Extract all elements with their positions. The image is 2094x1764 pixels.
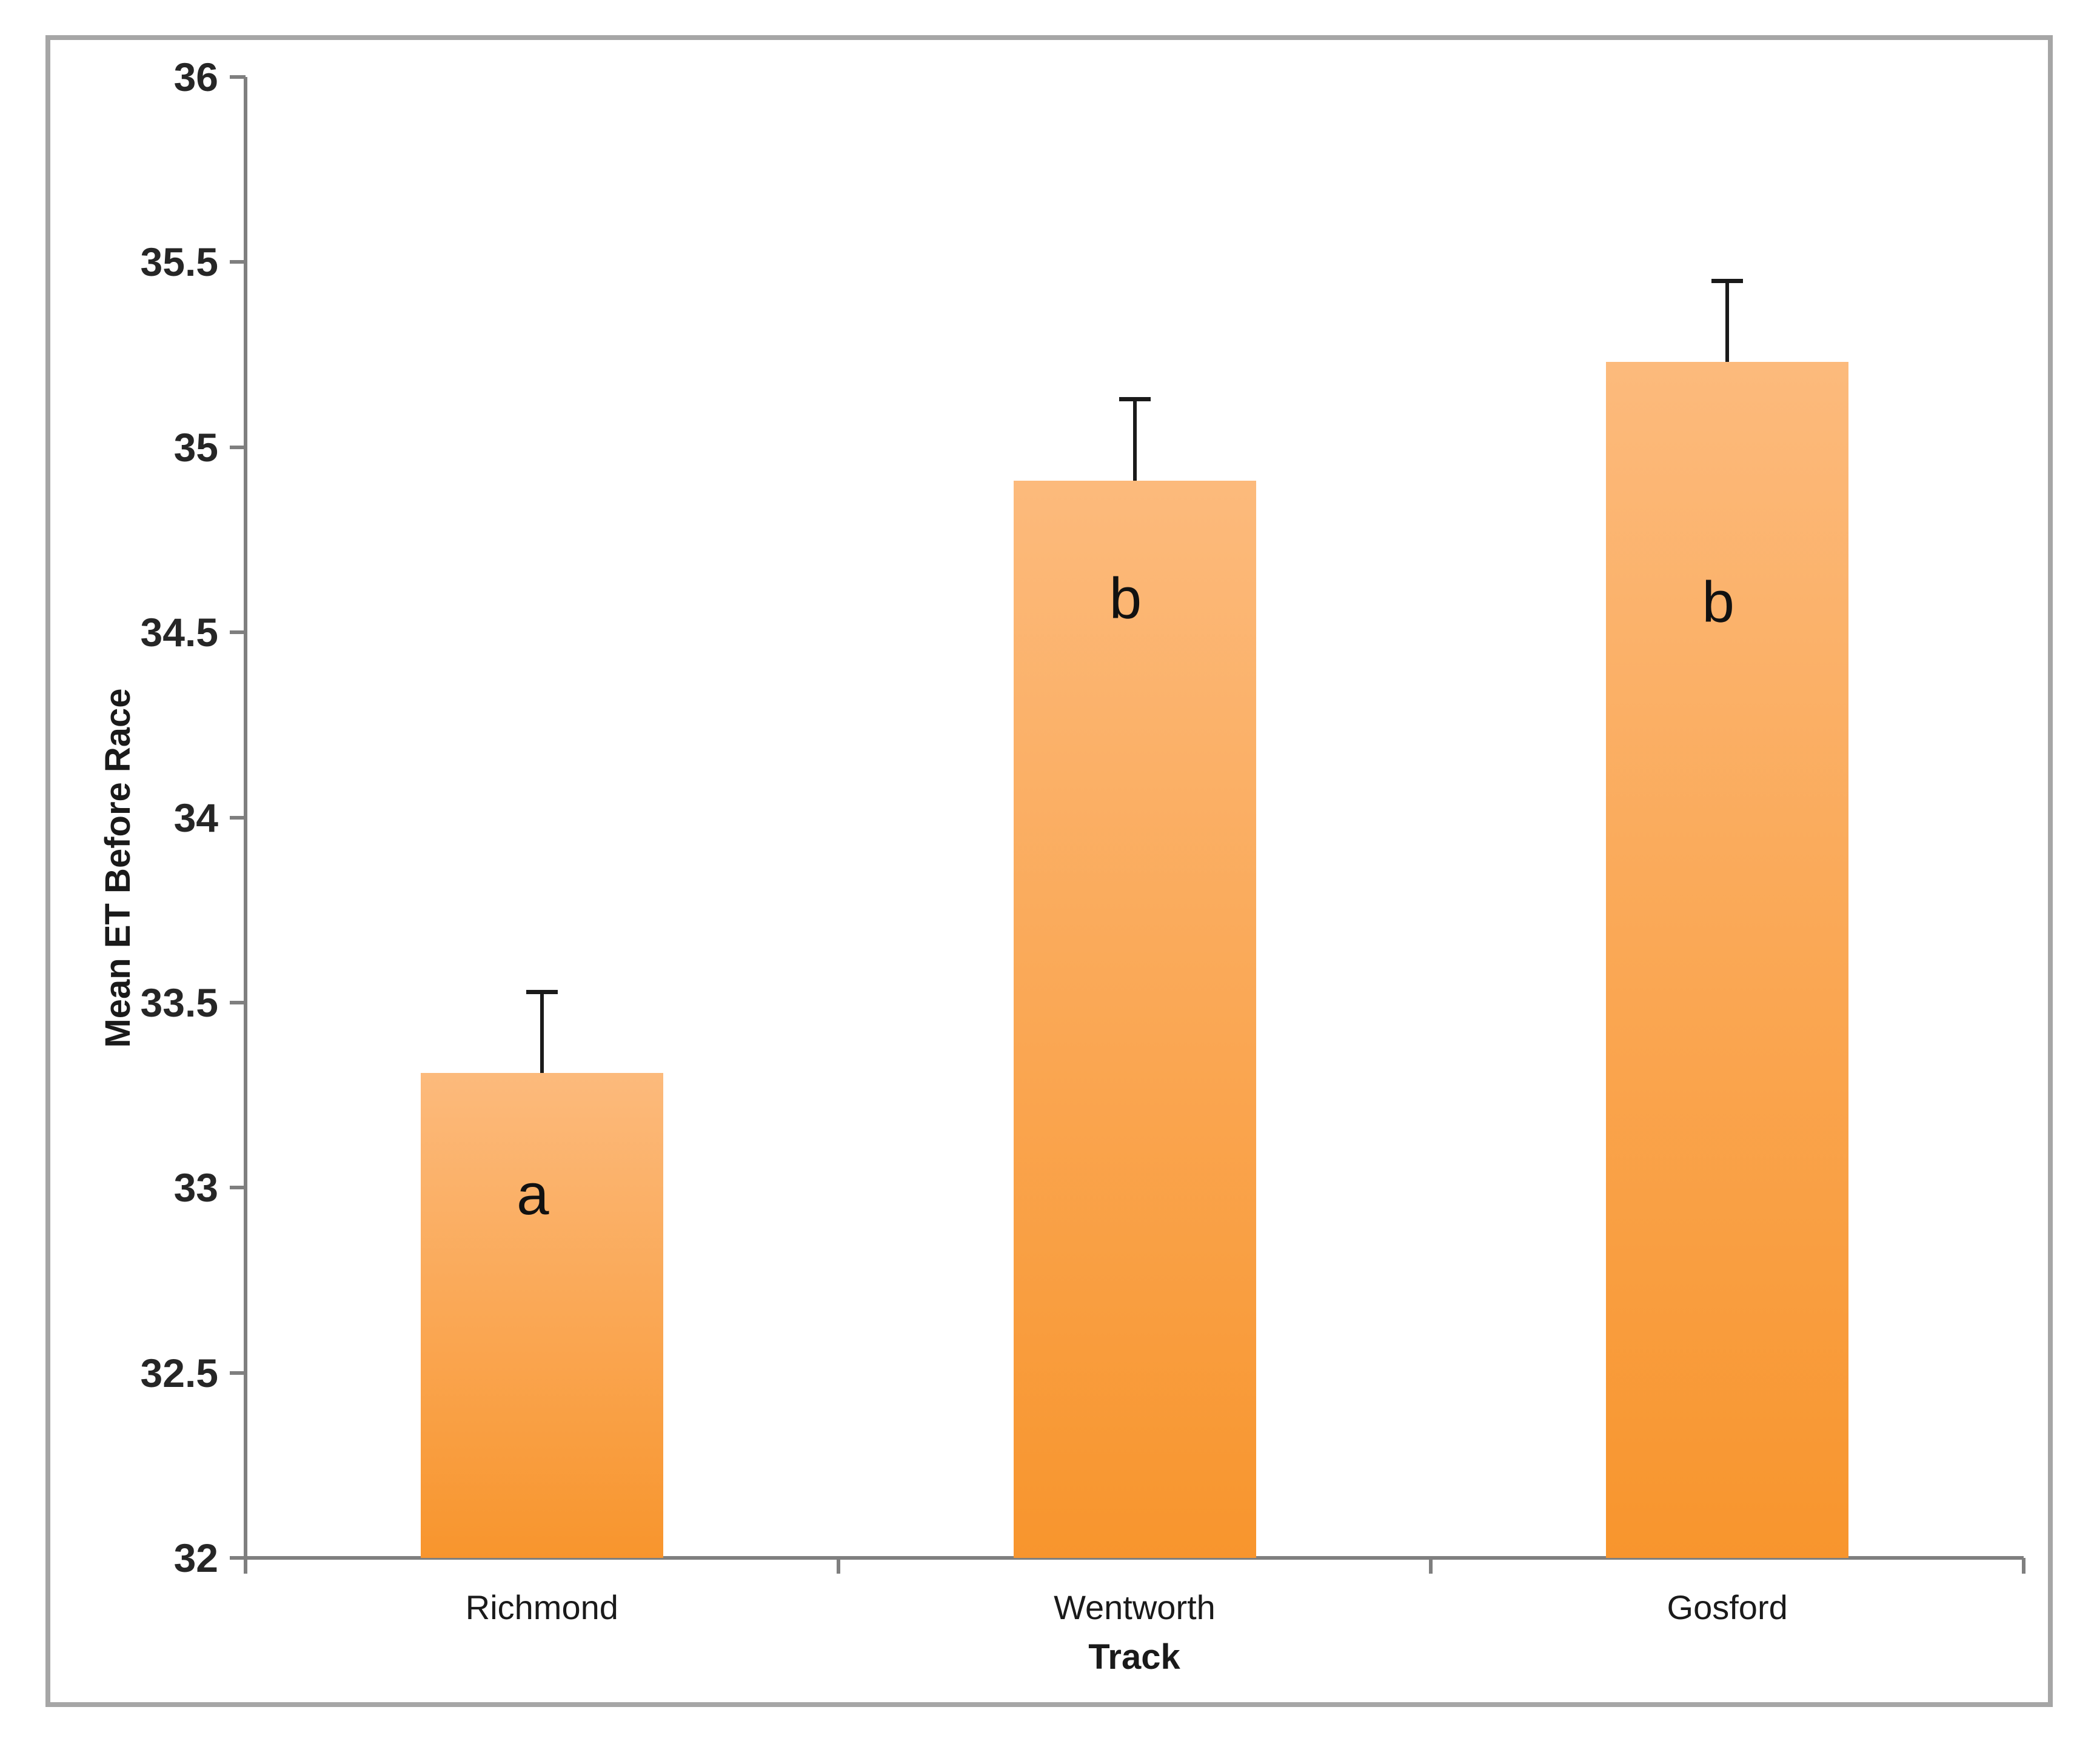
- y-tick-label: 35.5: [140, 239, 218, 285]
- bar-gosford: [1606, 362, 1849, 1558]
- error-bar-cap: [1119, 397, 1151, 402]
- x-category-label: Richmond: [465, 1588, 618, 1626]
- bar-wentworth: [1013, 480, 1256, 1558]
- y-tick-mark: [230, 1371, 246, 1375]
- y-tick-mark: [230, 75, 246, 79]
- y-tick-mark: [230, 1556, 246, 1560]
- error-bar-cap: [526, 989, 558, 994]
- x-tick-mark: [836, 1558, 840, 1574]
- y-tick-label: 32: [173, 1535, 218, 1580]
- x-category-label: Gosford: [1667, 1588, 1788, 1626]
- y-tick-label: 34: [173, 795, 218, 840]
- error-bar-line: [1132, 399, 1137, 481]
- y-tick-mark: [230, 1186, 246, 1190]
- y-tick-label: 36: [173, 55, 218, 99]
- bar-richmond: [420, 1072, 663, 1558]
- y-tick-mark: [230, 1000, 246, 1004]
- y-tick-mark: [230, 815, 246, 820]
- error-bar-line: [1725, 280, 1730, 362]
- y-axis-title: Mean ET Before Race: [98, 688, 138, 1048]
- y-tick-label: 34.5: [140, 610, 218, 655]
- significance-letter: b: [1109, 566, 1142, 632]
- y-tick-mark: [230, 260, 246, 264]
- y-tick-label: 33.5: [140, 980, 218, 1025]
- significance-letter: a: [517, 1162, 549, 1228]
- error-bar-cap: [1711, 278, 1744, 283]
- x-axis-line: [244, 1556, 2024, 1560]
- significance-letter: b: [1702, 570, 1734, 635]
- y-tick-label: 32.5: [140, 1350, 218, 1395]
- x-tick-mark: [1429, 1558, 1433, 1574]
- y-tick-mark: [230, 445, 246, 449]
- error-bar-line: [540, 991, 544, 1073]
- y-tick-mark: [230, 630, 246, 635]
- x-tick-mark: [2022, 1558, 2025, 1574]
- y-tick-label: 35: [173, 424, 218, 470]
- y-tick-label: 33: [173, 1165, 218, 1211]
- x-category-label: Wentworth: [1054, 1588, 1216, 1626]
- x-axis-title: Track: [1088, 1637, 1180, 1677]
- y-axis-line: [244, 77, 247, 1574]
